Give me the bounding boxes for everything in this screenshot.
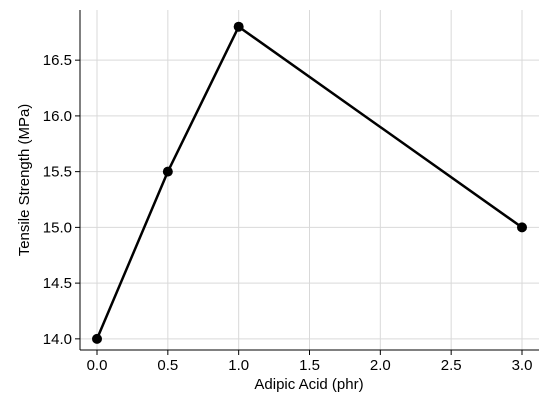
x-axis-label: Adipic Acid (phr) [254, 376, 363, 393]
y-tick-label: 15.5 [43, 164, 72, 181]
y-axis-label: Tensile Strength (MPa) [16, 104, 33, 257]
y-tick-label: 16.5 [43, 52, 72, 69]
y-tick-label: 14.5 [43, 275, 72, 292]
x-tick-label: 1.5 [299, 357, 320, 374]
y-tick-label: 15.0 [43, 219, 72, 236]
grid [80, 10, 539, 350]
data-point [162, 166, 173, 177]
x-tick-label: 2.0 [370, 357, 391, 374]
data-point [92, 333, 102, 344]
x-tick-label: 0.5 [157, 357, 178, 374]
y-tick-label: 16.0 [43, 108, 72, 125]
series-line [95, 25, 523, 340]
series [92, 21, 527, 344]
data-point [233, 21, 244, 32]
y-ticks: 14.0 14.5 15.0 15.5 16.0 16.5 [43, 52, 80, 348]
x-ticks: 0.0 0.5 1.0 1.5 2.0 2.5 3.0 [87, 350, 533, 374]
y-tick-label: 14.0 [43, 331, 72, 348]
x-tick-label: 2.5 [441, 357, 462, 374]
data-point [517, 222, 527, 233]
x-tick-label: 0.0 [87, 357, 108, 374]
x-tick-label: 1.0 [228, 357, 249, 374]
x-tick-label: 3.0 [512, 357, 533, 374]
